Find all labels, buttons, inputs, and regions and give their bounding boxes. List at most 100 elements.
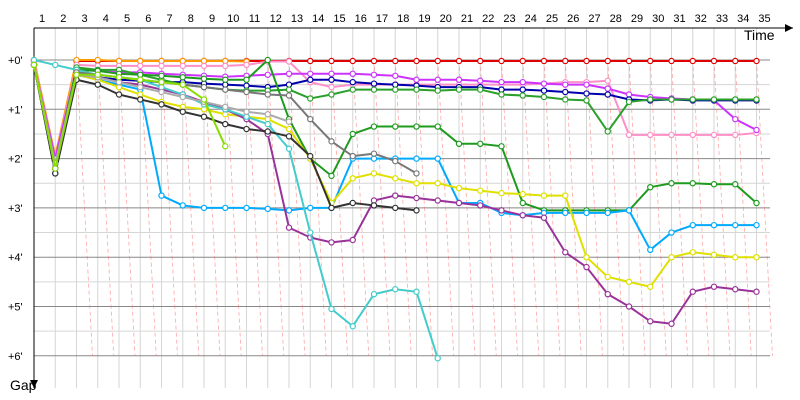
data-point	[349, 130, 356, 138]
data-point	[562, 192, 569, 199]
lap-guide-line	[416, 59, 433, 356]
data-point	[179, 202, 186, 209]
data-point	[498, 143, 505, 150]
data-point	[519, 86, 526, 93]
data-point	[689, 221, 696, 229]
data-point	[243, 76, 250, 83]
data-point	[200, 113, 208, 120]
data-point	[94, 81, 101, 88]
data-point	[179, 62, 186, 70]
data-point	[710, 251, 718, 258]
data-point	[349, 175, 356, 182]
lap-guide-line	[288, 59, 306, 356]
data-point	[328, 239, 335, 246]
data-point	[285, 125, 293, 133]
x-tick-label: 33	[716, 13, 728, 25]
x-tick-label: 29	[631, 13, 643, 25]
data-point	[540, 87, 548, 94]
data-point	[52, 165, 59, 172]
data-point	[604, 57, 611, 65]
data-point	[392, 192, 399, 199]
data-point	[307, 152, 314, 160]
x-tick-label: 20	[440, 13, 452, 25]
data-point	[710, 96, 718, 103]
series-group	[30, 61, 229, 172]
data-point	[349, 86, 356, 93]
data-point	[498, 57, 505, 65]
x-axis-arrow	[785, 24, 793, 32]
data-point	[349, 70, 356, 78]
data-point	[307, 76, 314, 83]
data-point	[647, 246, 654, 254]
series-group	[30, 61, 420, 214]
data-point	[179, 74, 186, 81]
x-tick-label: 11	[249, 13, 260, 25]
x-tick-label: 32	[695, 13, 707, 25]
data-point	[179, 81, 186, 88]
x-tick-label: 17	[376, 13, 388, 25]
data-point	[732, 115, 739, 123]
data-point	[115, 74, 123, 81]
x-tick-label: 15	[333, 13, 345, 25]
data-point	[732, 96, 739, 103]
data-point	[413, 76, 420, 83]
data-point	[73, 71, 80, 78]
tick-labels: 1 2 3 4 5 6 7 8 9 10 11 12 13 14 15 16 17 18 19 20 21 22 23 24 2…	[8, 13, 771, 363]
lap-guide-line	[97, 59, 115, 356]
data-point	[158, 72, 165, 79]
data-point	[689, 131, 696, 139]
data-point	[307, 229, 314, 236]
data-point	[434, 123, 441, 130]
data-point	[328, 305, 335, 313]
data-point	[222, 86, 229, 93]
data-point	[732, 181, 739, 188]
x-tick-label: 16	[355, 13, 367, 25]
x-tick-label: 8	[188, 13, 194, 25]
data-point	[285, 145, 293, 152]
x-tick-label: 13	[291, 13, 303, 25]
data-point	[668, 229, 675, 236]
data-point	[604, 77, 611, 84]
x-tick-label: 7	[166, 13, 172, 25]
data-point	[477, 187, 484, 194]
data-point	[434, 76, 441, 83]
data-point	[583, 209, 590, 217]
x-tick-label: 4	[103, 13, 109, 25]
data-point	[583, 90, 590, 97]
data-point	[455, 86, 463, 93]
data-point	[200, 75, 208, 82]
data-point	[137, 96, 144, 103]
data-point	[413, 86, 420, 93]
data-point	[625, 207, 633, 214]
data-point	[264, 120, 271, 128]
data-point	[753, 221, 760, 229]
data-point	[307, 57, 314, 65]
x-tick-label: 19	[418, 13, 430, 25]
lap-guide-line	[649, 59, 667, 356]
data-point	[222, 204, 229, 212]
data-point	[200, 204, 208, 212]
data-point	[583, 57, 590, 65]
data-point	[477, 202, 484, 209]
y-tick-label: +2'	[8, 154, 23, 166]
data-point	[30, 61, 38, 69]
x-tick-label: 18	[397, 13, 409, 25]
data-point	[562, 57, 569, 65]
lap-guide-line	[267, 59, 285, 356]
data-point	[137, 83, 144, 91]
data-point	[413, 155, 420, 162]
data-point	[307, 95, 314, 102]
x-tick-label: 27	[588, 13, 600, 25]
data-point	[540, 80, 548, 87]
data-point	[285, 92, 293, 99]
data-point	[328, 138, 335, 145]
data-point	[710, 221, 718, 229]
data-point	[413, 123, 420, 130]
data-point	[349, 57, 356, 65]
y-tick-label: +6'	[8, 351, 23, 363]
lap-guide-line	[161, 59, 178, 356]
data-point	[625, 98, 633, 106]
series-group	[30, 56, 441, 362]
